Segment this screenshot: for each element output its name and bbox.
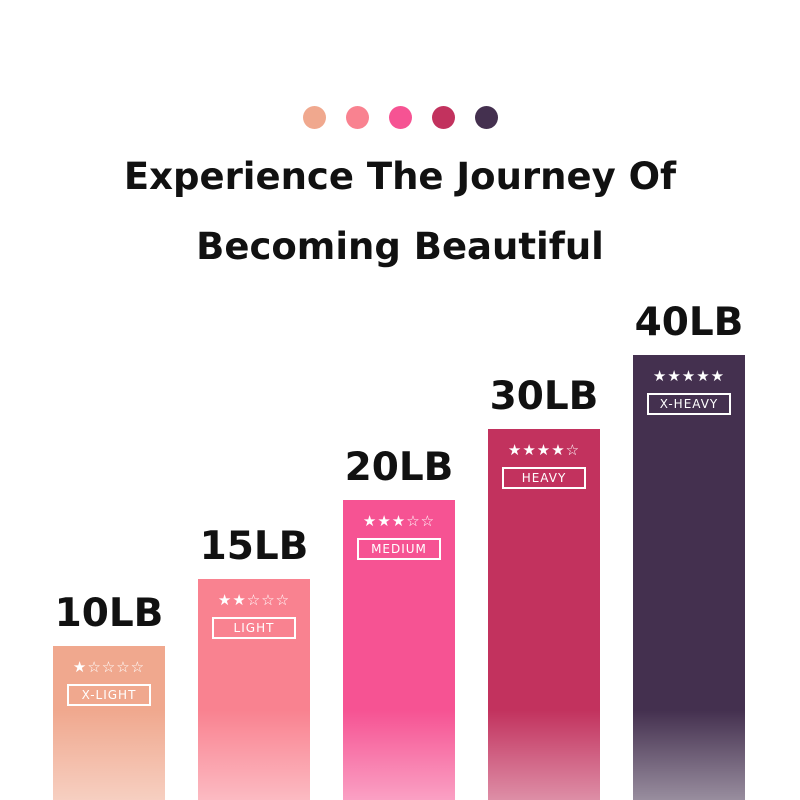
color-dot [345,106,369,129]
level-tag: X-LIGHT [67,684,151,706]
star-rating-icon: ★★☆☆☆ [217,591,291,609]
weight-label: 30LB [489,374,599,419]
level-bar: ★☆☆☆☆ X-LIGHT [53,646,165,800]
weight-label: 10LB [54,591,164,636]
level-tag: X-HEAVY [647,393,731,415]
weight-label: 40LB [634,300,744,345]
color-dots [0,106,800,129]
level-bar: ★★★☆☆ MEDIUM [343,500,455,800]
level-tag: LIGHT [212,617,296,639]
headline-line-1: Experience The Journey Of [123,155,677,198]
star-rating-icon: ★☆☆☆☆ [72,658,146,676]
color-dot [302,106,326,129]
star-rating-icon: ★★★☆☆ [362,512,436,530]
level-bar: ★★☆☆☆ LIGHT [198,579,310,800]
headline-line-2: Becoming Beautiful [196,225,604,268]
weight-label: 15LB [199,524,309,569]
color-dot [388,106,412,129]
color-dot [474,106,498,129]
level-tag: MEDIUM [357,538,441,560]
level-tag: HEAVY [502,467,586,489]
color-dot [431,106,455,129]
level-bar: ★★★★☆ HEAVY [488,429,600,800]
weight-label: 20LB [344,445,454,490]
star-rating-icon: ★★★★★ [652,367,726,385]
level-bar: ★★★★★ X-HEAVY [633,355,745,800]
star-rating-icon: ★★★★☆ [507,441,581,459]
